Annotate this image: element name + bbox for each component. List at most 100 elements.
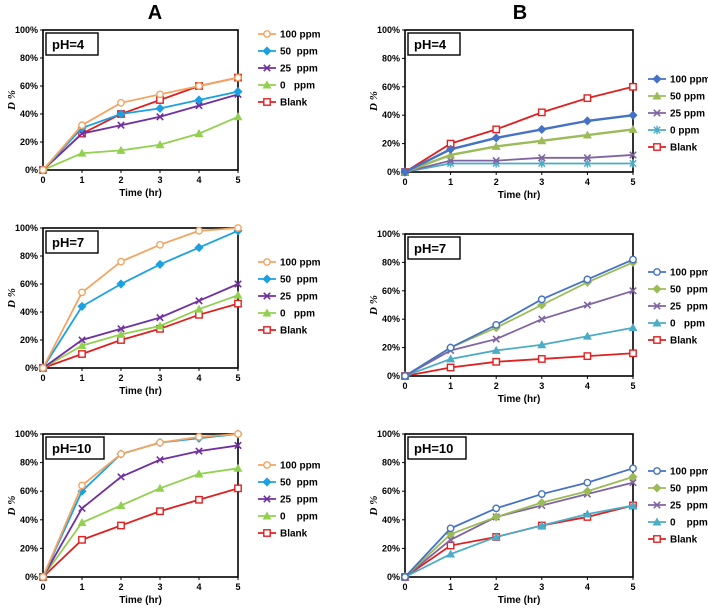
data-point (629, 464, 637, 473)
y-tick-label: 80% (20, 53, 38, 63)
x-tick-label: 1 (79, 373, 84, 383)
x-tick-label: 3 (539, 582, 544, 592)
ph-title-box: pH=10 (407, 436, 467, 460)
legend: 100 ppm 50 ppm 25 ppm 0 ppm Blank (648, 467, 708, 546)
legend-marker (263, 495, 271, 503)
legend-marker (653, 302, 661, 310)
data-point (492, 125, 501, 134)
data-point (446, 549, 456, 558)
series-line (42, 444, 239, 578)
y-tick-label: 100% (377, 429, 400, 439)
chart-2: 0% 20% 40% 60% 80% 100% 0 1 2 3 4 5 Time (hr) D % pH=4… (368, 25, 708, 201)
series-line (42, 302, 239, 369)
data-point (492, 320, 501, 329)
legend-item: 50 ppm (648, 483, 708, 495)
legend: 100 ppm 50 ppm 25 ppm 0 ppm Blank (258, 461, 321, 540)
series-100-ppm (39, 73, 242, 174)
x-tick-label: 5 (235, 373, 240, 383)
legend-item: 50 ppm (258, 477, 318, 489)
x-tick-label: 0 (402, 582, 407, 592)
data-point (629, 255, 637, 264)
ph-title: pH=10 (414, 441, 453, 456)
data-point (233, 87, 243, 97)
data-point (491, 133, 501, 143)
x-tick-label: 3 (539, 177, 544, 187)
series-50-ppm (38, 226, 243, 373)
x-tick-label: 0 (402, 381, 407, 391)
series-line (42, 93, 239, 171)
legend-item: 100 ppm (258, 258, 321, 269)
data-point (155, 103, 165, 113)
y-tick-label: 20% (382, 343, 400, 353)
y-tick-label: 20% (382, 543, 400, 553)
x-tick-label: 4 (585, 177, 590, 187)
legend-label: 25 ppm (670, 302, 708, 313)
x-tick-label: 1 (448, 381, 453, 391)
y-tick-label: 40% (20, 515, 38, 525)
data-point (538, 154, 546, 162)
data-point (195, 432, 203, 441)
legend-item: Blank (648, 143, 698, 154)
data-point (492, 357, 501, 366)
series-line (42, 90, 239, 171)
data-point (629, 478, 637, 487)
data-point (538, 159, 546, 168)
data-point (195, 101, 203, 110)
legend-item: Blank (258, 98, 308, 109)
series-line (404, 504, 634, 578)
legend-marker (653, 268, 661, 276)
data-point (117, 450, 125, 458)
data-point (537, 136, 547, 145)
x-tick-label: 0 (402, 177, 407, 187)
data-point (78, 121, 86, 130)
ph-title: pH=7 (414, 241, 446, 256)
series-line (42, 294, 239, 369)
series-line (404, 85, 634, 173)
ph-title: pH=7 (52, 235, 84, 250)
legend-label: Blank (670, 535, 698, 546)
data-point (583, 352, 592, 361)
x-axis-label: Time (hr) (498, 394, 541, 405)
x-tick-label: 5 (235, 582, 240, 592)
x-tick-label: 3 (157, 582, 162, 592)
legend-label: 0 ppm (670, 518, 708, 529)
ph-title-frame (45, 436, 105, 460)
data-point (155, 259, 165, 269)
data-point (628, 472, 638, 482)
data-point (233, 290, 243, 299)
series-line (404, 481, 634, 578)
y-tick-label: 60% (382, 82, 400, 92)
legend-item: 100 ppm (258, 30, 321, 41)
x-axis-label: Time (hr) (119, 386, 162, 397)
legend-marker (262, 477, 272, 487)
y-tick-label: 0% (387, 167, 400, 177)
data-point (628, 500, 638, 509)
data-point (116, 500, 126, 509)
data-point (77, 148, 87, 157)
data-point (117, 521, 125, 530)
x-tick-label: 1 (448, 177, 453, 187)
x-tick-label: 3 (157, 373, 162, 383)
data-point (194, 95, 204, 105)
data-point (629, 349, 637, 358)
data-point (155, 483, 165, 492)
data-point (537, 520, 547, 529)
y-tick-label: 60% (20, 486, 38, 496)
legend-item: 25 ppm (258, 64, 318, 75)
x-tick-label: 5 (235, 175, 240, 185)
data-point (156, 455, 164, 464)
series-100-ppm (400, 110, 638, 177)
x-tick-label: 2 (118, 582, 123, 592)
legend-label: 0 ppm (280, 309, 315, 320)
ph-title-frame (407, 32, 461, 56)
legend: 100 ppm 50 ppm 25 ppm 0 ppm Blank (648, 74, 708, 154)
data-point (537, 300, 547, 310)
data-point (629, 287, 637, 295)
y-tick-label: 80% (20, 458, 38, 468)
legend-marker (263, 64, 271, 72)
legend-item: 0 ppm (258, 80, 315, 92)
data-point (538, 315, 546, 323)
legend-item: Blank (258, 529, 308, 540)
series-100-ppm (401, 255, 637, 380)
